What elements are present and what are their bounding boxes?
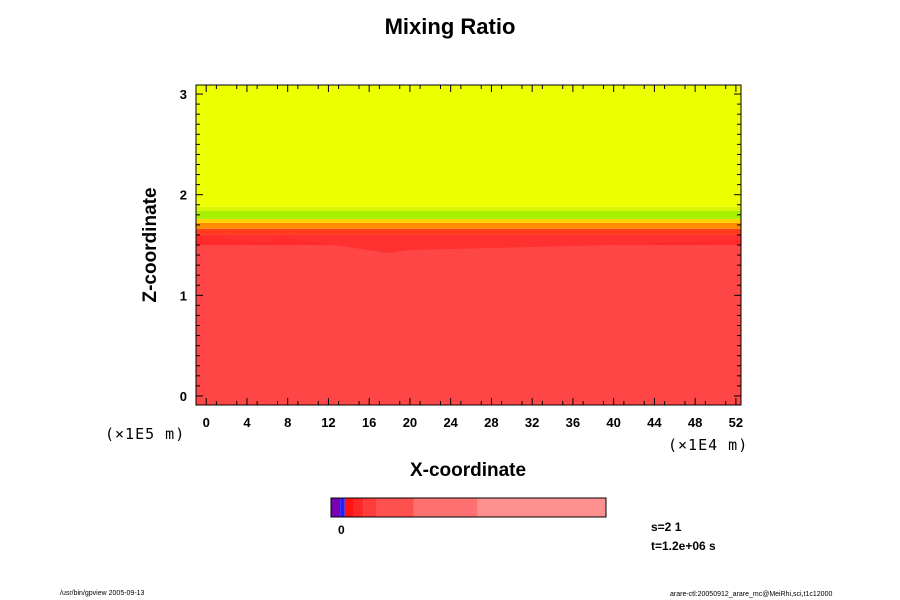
colorbar-tick-label: 0	[338, 523, 345, 537]
x-tick-label: 0	[203, 415, 210, 430]
contour-band	[196, 85, 741, 207]
colorbar-segment	[344, 498, 354, 517]
footer-right: arare-ctl:20050912_arare_mc@MeiRhi,sci,t…	[670, 591, 833, 598]
colorbar-segment	[376, 498, 414, 517]
x-axis-unit: (×1E4 m)	[668, 436, 749, 454]
contour-band	[196, 222, 741, 229]
y-axis-unit: (×1E5 m)	[105, 425, 186, 443]
x-tick-label: 8	[284, 415, 291, 430]
x-tick-label: 16	[362, 415, 376, 430]
x-tick-label: 4	[243, 415, 251, 430]
x-tick-label: 24	[443, 415, 458, 430]
plot-area	[196, 85, 741, 405]
colorbar-segment	[353, 498, 364, 517]
contour-band	[196, 206, 741, 211]
y-tick-label: 2	[180, 188, 187, 203]
chart-title: Mixing Ratio	[384, 14, 516, 39]
x-tick-label: 32	[525, 415, 539, 430]
colorbar-segment	[363, 498, 377, 517]
colorbar-frame	[330, 497, 607, 518]
x-tick-label: 12	[321, 415, 335, 430]
x-tick-label: 52	[729, 415, 743, 430]
colorbar	[330, 497, 607, 518]
axis-ticks	[196, 85, 741, 405]
footer-left: /usr/bin/gpview 2005-09-13	[60, 590, 145, 597]
contour-band	[196, 210, 741, 219]
colorbar-segment	[477, 498, 606, 517]
colorbar-segment	[413, 498, 478, 517]
contour-band	[196, 228, 741, 235]
contour-band	[196, 218, 741, 223]
y-tick-label: 3	[180, 87, 187, 102]
y-tick-label: 1	[180, 288, 187, 303]
x-tick-label: 48	[688, 415, 702, 430]
t-label: t=1.2e+06 s	[651, 539, 716, 553]
s-label: s=2 1	[651, 520, 682, 534]
x-tick-label: 36	[566, 415, 580, 430]
x-tick-label: 28	[484, 415, 498, 430]
y-tick-label: 0	[180, 389, 187, 404]
x-tick-label: 44	[647, 415, 662, 430]
x-tick-label: 20	[403, 415, 417, 430]
interface-layer	[196, 234, 741, 254]
x-tick-label: 40	[606, 415, 620, 430]
x-axis-label: X-coordinate	[409, 460, 527, 481]
contour-band	[196, 245, 741, 405]
colorbar-segment	[340, 498, 345, 517]
colorbar-segment	[331, 498, 341, 517]
